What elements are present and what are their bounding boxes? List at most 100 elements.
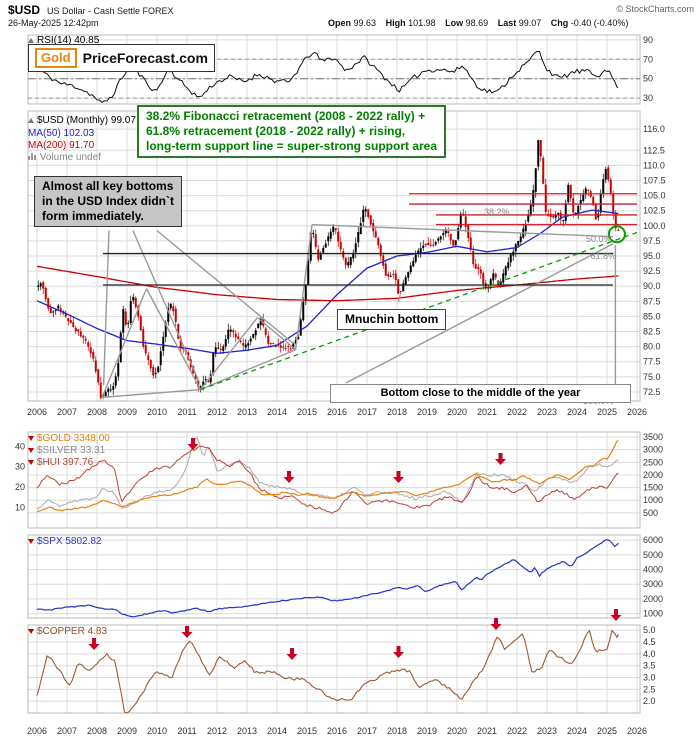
svg-text:2000: 2000 <box>643 594 663 604</box>
svg-text:2021: 2021 <box>477 407 497 417</box>
svg-text:85.0: 85.0 <box>643 311 661 321</box>
chg-label: Chg <box>550 18 569 28</box>
svg-text:2025: 2025 <box>597 407 617 417</box>
svg-text:50.0%: 50.0% <box>586 234 612 244</box>
fibonacci-support-note: 38.2% Fibonacci retracement (2008 - 2022… <box>137 105 447 158</box>
collapse-caret-icon[interactable] <box>28 436 34 441</box>
svg-text:77.5: 77.5 <box>643 357 661 367</box>
priceforecast-logo: Gold PriceForecast.com <box>28 44 215 72</box>
svg-text:90: 90 <box>643 35 653 45</box>
svg-text:95.0: 95.0 <box>643 251 661 261</box>
svg-text:2022: 2022 <box>507 726 527 736</box>
svg-text:3.0: 3.0 <box>643 673 656 683</box>
svg-text:2008: 2008 <box>87 726 107 736</box>
svg-text:2022: 2022 <box>507 407 527 417</box>
svg-text:61.8%: 61.8% <box>591 251 617 261</box>
svg-text:2014: 2014 <box>267 407 287 417</box>
silver-legend-label: $SILVER 33.31 <box>37 445 106 456</box>
svg-text:2014: 2014 <box>267 726 287 736</box>
svg-text:87.5: 87.5 <box>643 296 661 306</box>
last-value: 99.07 <box>518 18 542 28</box>
collapse-caret-icon[interactable] <box>28 38 34 43</box>
bottoms-note-line2: in the USD Index didn`t <box>42 194 174 208</box>
copper-legend-label: $COPPER 4.83 <box>37 626 108 637</box>
svg-text:4000: 4000 <box>643 565 663 575</box>
svg-text:2016: 2016 <box>327 726 347 736</box>
svg-text:75.0: 75.0 <box>643 372 661 382</box>
svg-text:2006: 2006 <box>27 726 47 736</box>
usd-legend: $USD (Monthly) 99.07 <box>28 115 136 126</box>
svg-text:30: 30 <box>15 462 25 472</box>
svg-text:4.0: 4.0 <box>643 649 656 659</box>
svg-text:2011: 2011 <box>177 726 196 736</box>
high-label: High <box>385 18 406 28</box>
svg-text:2.5: 2.5 <box>643 684 656 694</box>
collapse-caret-icon[interactable] <box>28 629 34 634</box>
hui-legend-label: $HUI 397.76 <box>37 457 94 468</box>
svg-text:3.5: 3.5 <box>643 661 656 671</box>
svg-text:3000: 3000 <box>643 579 663 589</box>
hui-legend: $HUI 397.76 <box>28 457 93 468</box>
svg-text:3500: 3500 <box>643 432 663 442</box>
svg-text:90.0: 90.0 <box>643 281 661 291</box>
svg-text:2009: 2009 <box>117 726 137 736</box>
gold-legend: $GOLD 3348.00 <box>28 433 110 444</box>
collapse-caret-icon[interactable] <box>28 118 34 123</box>
svg-text:4.5: 4.5 <box>643 637 656 647</box>
open-value: 99.63 <box>353 18 377 28</box>
svg-text:112.5: 112.5 <box>643 145 665 155</box>
svg-text:2000: 2000 <box>643 470 663 480</box>
key-bottoms-note: Almost all key bottoms in the USD Index … <box>34 176 182 227</box>
svg-text:107.5: 107.5 <box>643 175 666 185</box>
collapse-caret-icon[interactable] <box>28 448 34 453</box>
svg-text:2023: 2023 <box>537 726 557 736</box>
fib-note-line1: 38.2% Fibonacci retracement (2008 - 2022… <box>146 109 426 123</box>
svg-text:2020: 2020 <box>447 726 467 736</box>
logo-text: PriceForecast.com <box>82 50 208 66</box>
quote-datetime: 26-May-2025 12:42pm <box>8 18 99 28</box>
svg-text:20: 20 <box>15 482 25 492</box>
svg-text:500: 500 <box>643 508 658 518</box>
svg-text:1500: 1500 <box>643 483 663 493</box>
svg-text:2025: 2025 <box>597 726 617 736</box>
svg-text:2018: 2018 <box>387 726 407 736</box>
collapse-caret-icon[interactable] <box>28 539 34 544</box>
svg-text:2024: 2024 <box>567 726 587 736</box>
svg-text:82.5: 82.5 <box>643 327 661 337</box>
svg-text:72.5: 72.5 <box>643 387 661 397</box>
svg-text:2012: 2012 <box>207 726 227 736</box>
svg-text:2023: 2023 <box>537 407 557 417</box>
mid-year-bottom-note: Bottom close to the middle of the year <box>330 384 631 403</box>
volume-legend-label: Volume undef <box>39 152 101 163</box>
svg-text:2021: 2021 <box>477 726 497 736</box>
svg-text:2012: 2012 <box>207 407 227 417</box>
svg-text:2007: 2007 <box>57 407 77 417</box>
svg-text:2017: 2017 <box>357 726 377 736</box>
last-label: Last <box>497 18 517 28</box>
svg-text:100.0: 100.0 <box>643 221 666 231</box>
svg-text:2015: 2015 <box>297 407 317 417</box>
svg-text:2013: 2013 <box>237 726 257 736</box>
svg-text:102.5: 102.5 <box>643 206 666 216</box>
svg-text:2020: 2020 <box>447 407 467 417</box>
collapse-caret-icon[interactable] <box>28 460 34 465</box>
svg-text:2008: 2008 <box>87 407 107 417</box>
copyright: © StockCharts.com <box>616 4 694 14</box>
svg-text:5.0: 5.0 <box>643 625 656 635</box>
silver-legend: $SILVER 33.31 <box>28 445 105 456</box>
svg-text:2026: 2026 <box>627 726 647 736</box>
svg-text:2007: 2007 <box>57 726 77 736</box>
svg-text:3000: 3000 <box>643 445 663 455</box>
svg-text:10: 10 <box>15 503 25 513</box>
fib-note-line3: long-term support line = super-strong su… <box>146 139 438 153</box>
svg-text:80.0: 80.0 <box>643 342 661 352</box>
svg-text:105.0: 105.0 <box>643 191 666 201</box>
ma200-legend: MA(200) 91.70 <box>28 140 95 151</box>
low-value: 98.69 <box>465 18 489 28</box>
svg-text:2018: 2018 <box>387 407 407 417</box>
quote-summary: Open 99.63 High 101.98 Low 98.69 Last 99… <box>328 18 635 28</box>
usd-legend-label: $USD (Monthly) 99.07 <box>37 115 136 126</box>
low-label: Low <box>445 18 464 28</box>
ma50-legend: MA(50) 102.03 <box>28 128 95 139</box>
